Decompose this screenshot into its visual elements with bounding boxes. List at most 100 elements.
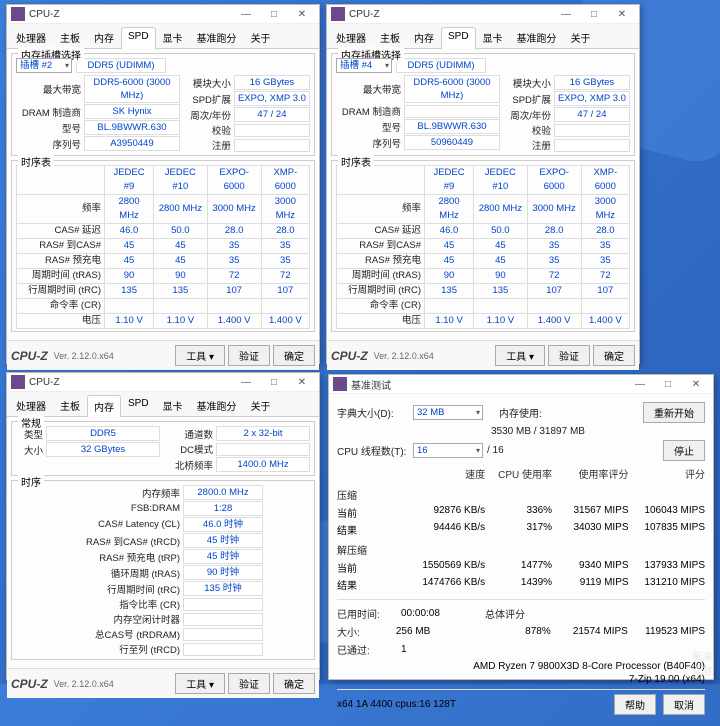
row-value: 45 bbox=[425, 239, 474, 254]
cancel-button[interactable]: 取消 bbox=[663, 694, 705, 715]
row-value: 90 bbox=[105, 269, 154, 284]
threads-select[interactable]: 16 bbox=[413, 443, 483, 458]
elapsed-value: 00:00:08 bbox=[401, 608, 481, 619]
tab[interactable]: 显卡 bbox=[156, 26, 190, 48]
row-value: 35 bbox=[527, 254, 581, 269]
dict-select[interactable]: 32 MB bbox=[413, 405, 483, 420]
mem-value: 3530 MB / 31897 MB bbox=[491, 426, 585, 437]
app-icon bbox=[331, 7, 345, 21]
tab[interactable]: 显卡 bbox=[156, 394, 190, 416]
tab[interactable]: 基准跑分 bbox=[510, 26, 564, 48]
table-row: RAS# 到CAS#45453535 bbox=[337, 239, 630, 254]
minimize-icon[interactable]: — bbox=[627, 375, 653, 393]
row-label: 命令率 (CR) bbox=[17, 299, 105, 314]
tab[interactable]: 显卡 bbox=[476, 26, 510, 48]
field-label: 校验 bbox=[184, 123, 234, 137]
field-label: 通道数 bbox=[166, 427, 216, 441]
slot-select[interactable]: 插槽 #4 bbox=[336, 58, 392, 73]
field-label: 序列号 bbox=[16, 137, 84, 151]
result-row: 结果94446 KB/s317%34030 MIPS107835 MIPS bbox=[337, 521, 705, 538]
row-value bbox=[154, 299, 207, 314]
minimize-icon[interactable]: — bbox=[553, 5, 579, 23]
tab[interactable]: 处理器 bbox=[9, 26, 53, 48]
tab[interactable]: SPD bbox=[121, 394, 156, 416]
row-value: 45 bbox=[105, 239, 154, 254]
close-icon[interactable]: ✕ bbox=[289, 5, 315, 23]
footer-button[interactable]: 验证 bbox=[548, 345, 590, 366]
maximize-icon[interactable]: □ bbox=[261, 5, 287, 23]
close-icon[interactable]: ✕ bbox=[609, 5, 635, 23]
maximize-icon[interactable]: □ bbox=[261, 373, 287, 391]
row-value: 28.0 bbox=[527, 224, 581, 239]
tab[interactable]: 关于 bbox=[244, 26, 278, 48]
window-title: CPU-Z bbox=[349, 9, 553, 20]
footer-button[interactable]: 验证 bbox=[228, 345, 270, 366]
field-label: 内存空闲计时器 bbox=[63, 612, 183, 626]
tab[interactable]: 主板 bbox=[373, 26, 407, 48]
field-label: 周次/年份 bbox=[184, 108, 234, 122]
footer-button[interactable]: 工具 ▾ bbox=[175, 345, 225, 366]
row-value: 35 bbox=[261, 254, 309, 269]
tab[interactable]: 基准跑分 bbox=[190, 394, 244, 416]
tab[interactable]: 内存 bbox=[87, 26, 121, 48]
row-value: 94446 KB/s bbox=[394, 522, 485, 537]
passes-label: 已通过: bbox=[337, 642, 397, 657]
footer-button[interactable]: 工具 ▾ bbox=[495, 345, 545, 366]
tab[interactable]: 主板 bbox=[53, 26, 87, 48]
maximize-icon[interactable]: □ bbox=[655, 375, 681, 393]
row-value: 90 bbox=[425, 269, 474, 284]
field-label: FSB:DRAM bbox=[63, 503, 183, 514]
row-value: 336% bbox=[485, 505, 552, 520]
maximize-icon[interactable]: □ bbox=[581, 5, 607, 23]
tab[interactable]: 处理器 bbox=[329, 26, 373, 48]
field-label: 指令比率 (CR) bbox=[63, 597, 183, 611]
table-header: JEDEC #9 bbox=[105, 166, 154, 195]
overall-value: 21574 MIPS bbox=[555, 626, 628, 637]
tab[interactable]: SPD bbox=[121, 27, 156, 49]
field-value: 16 GBytes bbox=[554, 75, 630, 90]
row-value: 28.0 bbox=[581, 224, 629, 239]
window-title: CPU-Z bbox=[29, 9, 233, 20]
row-value: 45 bbox=[474, 239, 527, 254]
tab[interactable]: 主板 bbox=[53, 394, 87, 416]
tab[interactable]: 关于 bbox=[564, 26, 598, 48]
tab[interactable]: 内存 bbox=[87, 395, 121, 417]
footer-button[interactable]: 确定 bbox=[273, 345, 315, 366]
field-value: BL.9BWWR.630 bbox=[404, 119, 500, 134]
field-value bbox=[234, 139, 310, 152]
table-row: 电压1.10 V1.10 V1.400 V1.400 V bbox=[17, 314, 310, 329]
close-icon[interactable]: ✕ bbox=[289, 373, 315, 391]
row-value bbox=[474, 299, 527, 314]
row-value: 1.10 V bbox=[154, 314, 207, 329]
row-value: 34030 MIPS bbox=[552, 522, 628, 537]
row-value: 107 bbox=[207, 284, 261, 299]
row-value bbox=[581, 299, 629, 314]
timing-table: JEDEC #9JEDEC #10EXPO-6000XMP-6000频率2800… bbox=[16, 165, 310, 329]
mem-type: DDR5 (UDIMM) bbox=[76, 58, 166, 73]
tab[interactable]: 内存 bbox=[407, 26, 441, 48]
footer-button[interactable]: 确定 bbox=[593, 345, 635, 366]
field-value: DDR5 bbox=[46, 426, 160, 441]
tab[interactable]: SPD bbox=[441, 27, 476, 49]
restart-button[interactable]: 重新开始 bbox=[643, 402, 705, 423]
help-button[interactable]: 帮助 bbox=[614, 694, 656, 715]
row-label: 频率 bbox=[337, 195, 425, 224]
timing-table: JEDEC #9JEDEC #10EXPO-6000XMP-6000频率2800… bbox=[336, 165, 630, 329]
row-value: 106043 MIPS bbox=[629, 505, 705, 520]
minimize-icon[interactable]: — bbox=[233, 373, 259, 391]
col-header: 使用率评分 bbox=[552, 466, 628, 481]
stop-button[interactable]: 停止 bbox=[663, 440, 705, 461]
table-row: CAS# 延迟46.050.028.028.0 bbox=[17, 224, 310, 239]
tab[interactable]: 基准跑分 bbox=[190, 26, 244, 48]
tab[interactable]: 关于 bbox=[244, 394, 278, 416]
minimize-icon[interactable]: — bbox=[233, 5, 259, 23]
row-label: 周期时间 (tRAS) bbox=[17, 269, 105, 284]
tab[interactable]: 处理器 bbox=[9, 394, 53, 416]
table-row: 行周期时间 (tRC)135135107107 bbox=[337, 284, 630, 299]
row-value: 137933 MIPS bbox=[629, 560, 705, 575]
row-label: 当前 bbox=[337, 560, 394, 575]
row-value: 1474766 KB/s bbox=[394, 577, 485, 592]
close-icon[interactable]: ✕ bbox=[683, 375, 709, 393]
table-header: XMP-6000 bbox=[581, 166, 629, 195]
slot-select[interactable]: 插槽 #2 bbox=[16, 58, 72, 73]
